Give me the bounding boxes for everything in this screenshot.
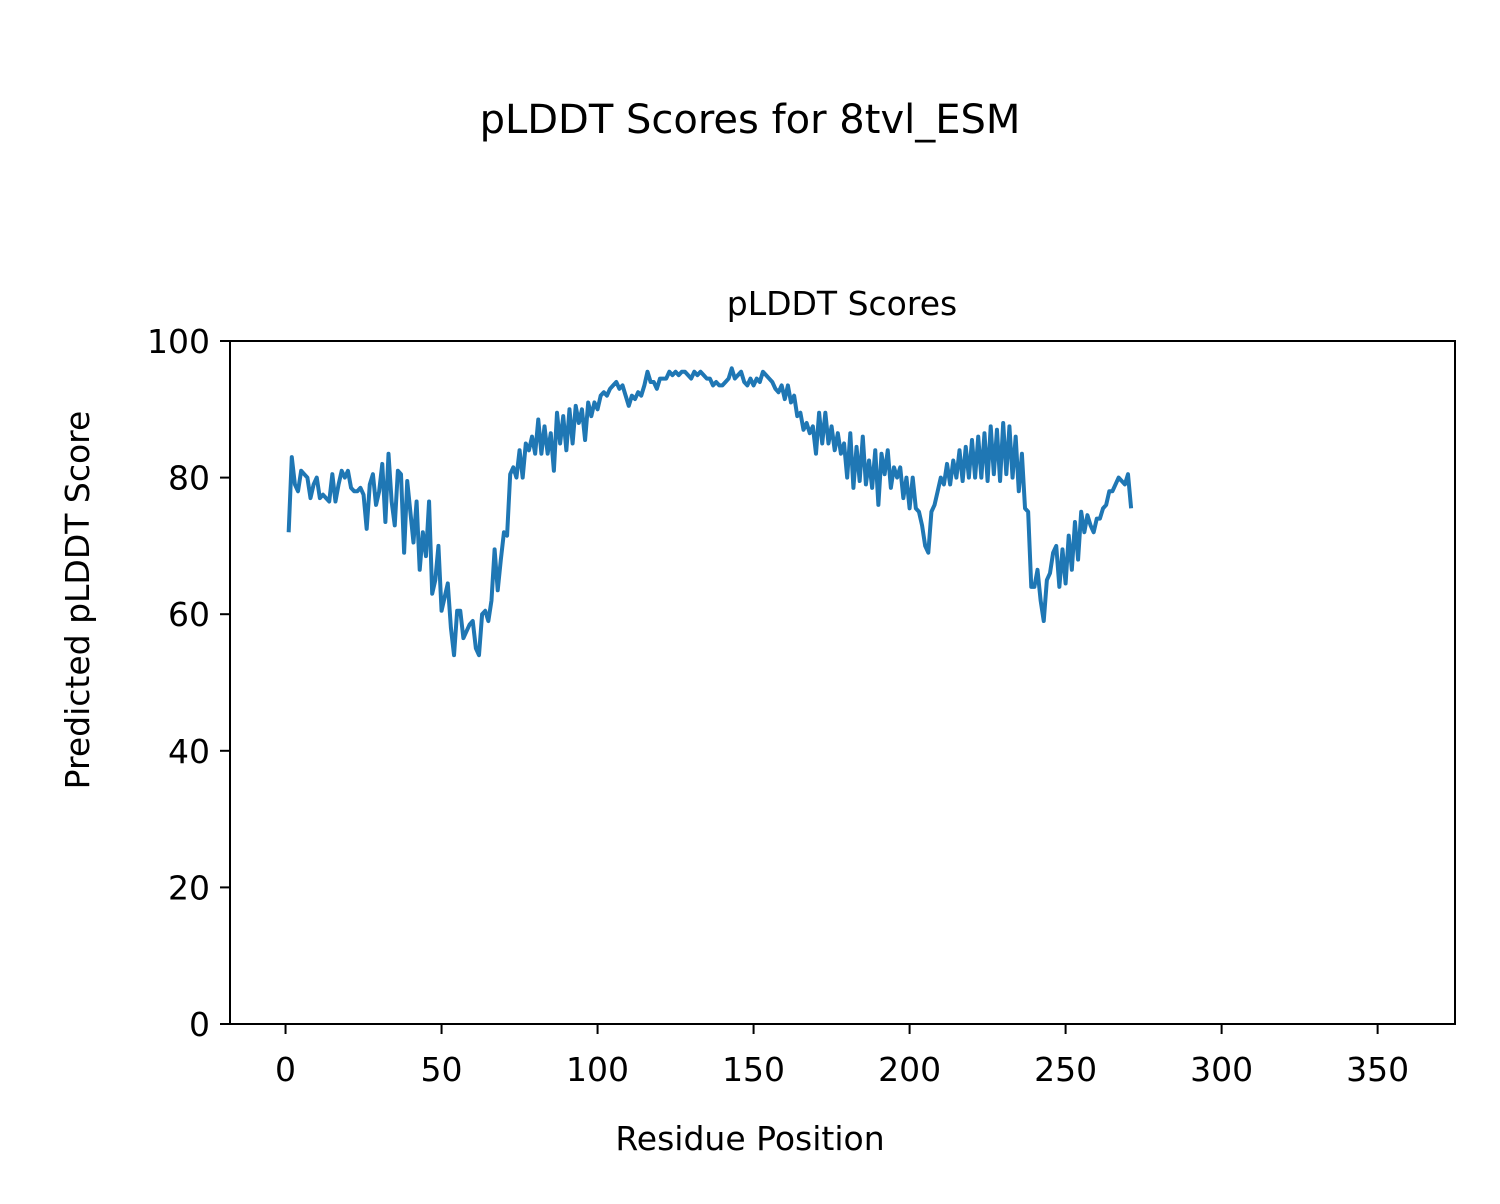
y-tick-label: 60 <box>168 595 210 634</box>
axes-title: pLDDT Scores <box>727 284 957 323</box>
x-tick-label: 200 <box>878 1050 941 1089</box>
axes-frame <box>229 340 1456 1025</box>
x-axis-label: Residue Position <box>615 1119 884 1158</box>
y-tick-label: 100 <box>147 322 210 361</box>
x-tick-label: 300 <box>1190 1050 1253 1089</box>
y-axis-ticks: 0 20 40 60 80 100 <box>147 322 230 1044</box>
x-tick-label: 100 <box>566 1050 629 1089</box>
x-axis-ticks: 0 50 100 150 200 250 300 350 <box>275 1024 1409 1089</box>
x-tick-label: 0 <box>275 1050 296 1089</box>
x-tick-label: 250 <box>1034 1050 1097 1089</box>
figure-suptitle: pLDDT Scores for 8tvl_ESM <box>480 97 1021 143</box>
x-tick-label: 350 <box>1346 1050 1409 1089</box>
x-tick-label: 50 <box>421 1050 463 1089</box>
y-tick-label: 20 <box>168 868 210 907</box>
series-line <box>286 366 1134 658</box>
y-axis-label: Predicted pLDDT Score <box>58 411 97 790</box>
y-tick-label: 0 <box>189 1005 210 1044</box>
y-tick-label: 40 <box>168 732 210 771</box>
x-tick-label: 150 <box>722 1050 785 1089</box>
y-tick-label: 80 <box>168 459 210 498</box>
